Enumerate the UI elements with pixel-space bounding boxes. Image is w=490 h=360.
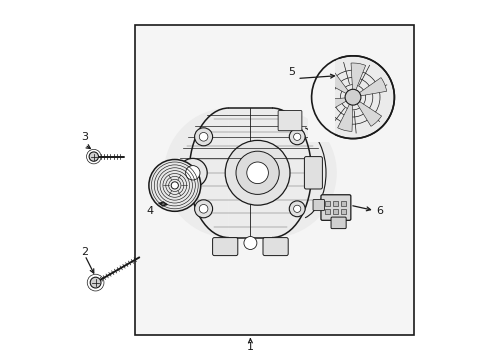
Bar [341,209,346,214]
Circle shape [89,152,98,161]
Circle shape [149,159,201,211]
Wedge shape [353,97,382,126]
Bar [135,25,414,335]
FancyBboxPatch shape [229,108,272,238]
FancyBboxPatch shape [213,238,238,256]
Circle shape [171,182,178,189]
Wedge shape [323,70,353,97]
FancyBboxPatch shape [304,157,322,189]
Wedge shape [351,63,366,97]
Text: 6: 6 [376,206,384,216]
Circle shape [195,200,213,218]
Text: 4: 4 [146,206,153,216]
Bar [341,201,346,206]
Circle shape [225,140,290,205]
Wedge shape [353,78,387,97]
Circle shape [186,166,200,180]
Circle shape [236,151,279,194]
Bar [333,201,338,206]
Wedge shape [272,108,337,238]
Text: 1: 1 [247,342,254,352]
Circle shape [195,128,213,146]
Circle shape [289,129,305,145]
Circle shape [289,201,305,217]
Bar [325,201,330,206]
Text: 3: 3 [81,132,88,142]
Circle shape [345,89,361,105]
Circle shape [178,158,207,187]
Wedge shape [164,108,229,238]
Circle shape [90,277,101,288]
FancyBboxPatch shape [278,111,302,131]
Circle shape [312,56,394,139]
Circle shape [199,204,208,213]
Circle shape [199,132,208,141]
Wedge shape [338,97,353,131]
FancyBboxPatch shape [313,199,324,211]
Bar [325,209,330,214]
Wedge shape [319,97,353,114]
Circle shape [294,205,301,212]
FancyBboxPatch shape [331,217,346,229]
Circle shape [247,162,269,184]
Bar [333,209,338,214]
Bar [308,52,335,142]
Text: 5: 5 [288,67,295,77]
Circle shape [244,237,257,249]
FancyBboxPatch shape [321,195,351,220]
Text: 2: 2 [81,247,88,257]
Bar [308,52,335,142]
Circle shape [294,133,301,140]
FancyBboxPatch shape [263,238,288,256]
